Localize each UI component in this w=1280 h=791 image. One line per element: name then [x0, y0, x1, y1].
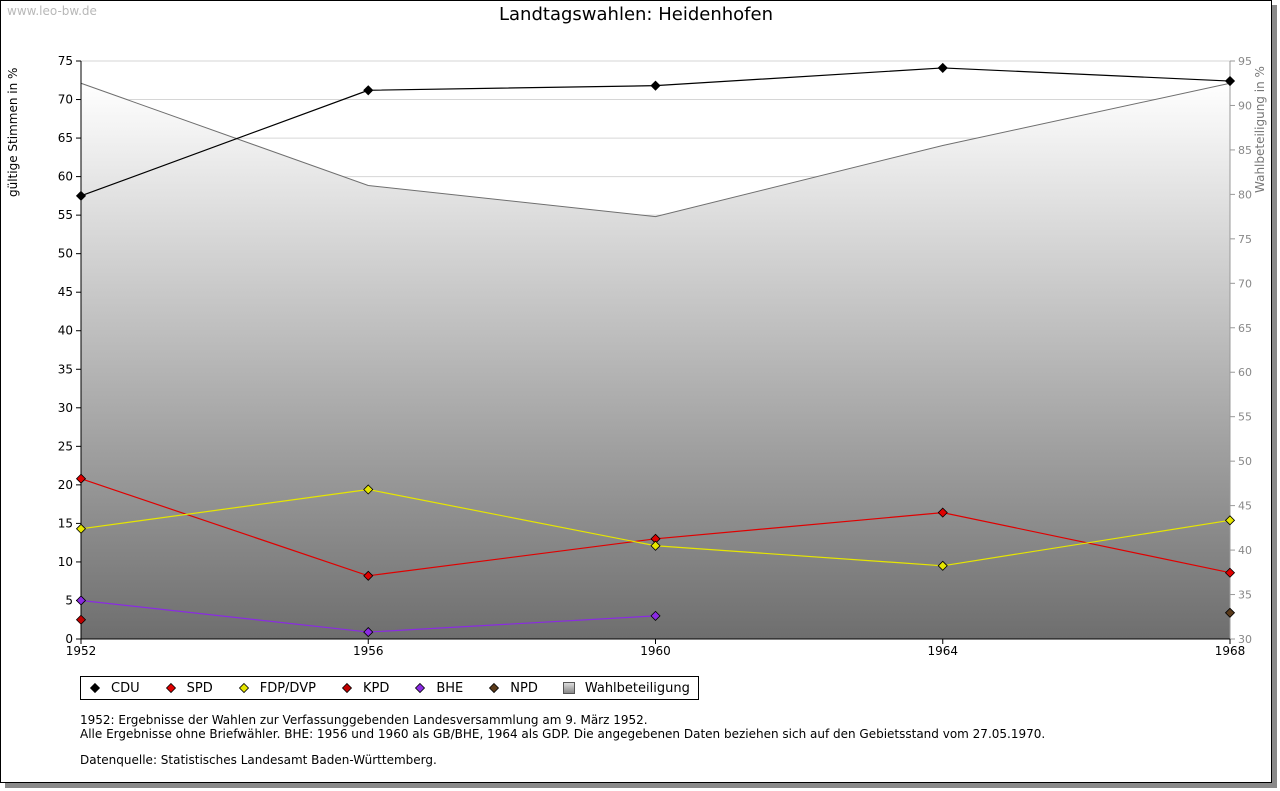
legend-item-cdu: CDU	[89, 681, 140, 696]
y-tick-label-right: 60	[1238, 366, 1252, 379]
y-tick-label-left: 40	[58, 324, 73, 338]
y-tick-label-left: 55	[58, 208, 73, 222]
legend-diamond-marker	[489, 682, 500, 694]
data-series	[75, 62, 1236, 638]
legend-diamond-marker	[89, 682, 101, 694]
data-point-cdu	[650, 80, 661, 91]
turnout-line	[80, 82, 1231, 218]
y-tick-label-left: 10	[58, 555, 73, 569]
x-tick-label: 1968	[1215, 644, 1246, 658]
data-point-fdp-dvp	[1224, 515, 1236, 526]
legend-label: SPD	[186, 680, 213, 696]
y-tick-label-right: 65	[1238, 322, 1252, 335]
legend-item-spd: SPD	[165, 681, 213, 696]
y-tick-label-right: 55	[1238, 411, 1252, 424]
series-spd	[75, 473, 1236, 581]
y-tick-label-left: 70	[58, 93, 73, 107]
y-tick-label-left: 25	[58, 439, 73, 453]
legend-item-bhe: BHE	[414, 681, 463, 696]
y-tick-label-left: 50	[58, 247, 73, 261]
x-tick-label: 1956	[353, 644, 384, 658]
y-tick-label-right: 35	[1238, 589, 1252, 602]
legend-box-marker	[562, 682, 575, 694]
data-point-kpd	[75, 614, 87, 625]
y-tick-label-right: 45	[1238, 500, 1252, 513]
legend-diamond-marker	[238, 682, 249, 694]
turnout-area	[80, 82, 1231, 639]
data-point-fdp-dvp	[650, 540, 661, 551]
y-tick-label-left: 15	[58, 516, 73, 530]
y-tick-label-right: 30	[1238, 633, 1252, 646]
data-point-fdp-dvp	[363, 484, 374, 495]
line-chart: 0 5 10 15 20 25 30 35 40 45 50 55 60 65 70 75 30 35 40 45 50…	[58, 54, 1252, 658]
data-point-fdp-dvp	[937, 560, 948, 571]
y-tick-label-right: 40	[1238, 544, 1252, 557]
data-point-cdu	[937, 62, 948, 74]
legend-label: CDU	[111, 680, 140, 696]
data-point-spd	[75, 473, 87, 484]
y-tick-label-right: 95	[1238, 55, 1252, 68]
footnote-2: Alle Ergebnisse ohne Briefwähler. BHE: 1…	[80, 727, 1046, 741]
legend-label: NPD	[510, 680, 538, 696]
legend-item-npd: NPD	[488, 681, 538, 696]
axes: 0 5 10 15 20 25 30 35 40 45 50 55 60 65 70 75 30 35 40 45 50…	[58, 54, 1252, 658]
legend-diamond-marker	[341, 682, 353, 694]
y-tick-label-left: 60	[58, 170, 73, 184]
data-point-cdu	[363, 85, 374, 96]
y-tick-label-left: 20	[58, 478, 73, 492]
y-tick-label-right: 50	[1238, 455, 1252, 468]
footnote-1: 1952: Ergebnisse der Wahlen zur Verfassu…	[80, 713, 648, 727]
data-point-spd	[1224, 567, 1236, 578]
legend-diamond-marker	[415, 682, 426, 694]
legend-label: Wahlbeteiligung	[584, 680, 690, 696]
y-tick-label-left: 75	[58, 54, 73, 68]
x-tick-label: 1960	[640, 644, 671, 658]
data-source: Datenquelle: Statistisches Landesamt Bad…	[80, 753, 437, 767]
data-point-cdu	[75, 190, 87, 201]
series-cdu	[75, 62, 1236, 201]
y-tick-label-left: 5	[65, 593, 73, 607]
y-tick-label-right: 70	[1238, 277, 1252, 290]
legend-label: BHE	[436, 680, 464, 696]
data-point-bhe	[363, 626, 374, 638]
legend: CDU SPD FDP/DVP KPD BHE NPD Wahlbeteiligung	[80, 676, 699, 700]
chart-title: Landtagswahlen: Heidenhofen	[499, 4, 773, 25]
y-tick-label-left: 35	[58, 362, 73, 376]
y-tick-label-left: 65	[58, 131, 73, 145]
series-npd	[1224, 607, 1236, 618]
data-point-cdu	[1224, 75, 1236, 87]
y-tick-label-left: 30	[58, 401, 73, 415]
legend-item-wahlbeteiligung: Wahlbeteiligung	[562, 680, 690, 696]
y-tick-label-right: 85	[1238, 144, 1252, 157]
turnout-area-fill	[81, 83, 1230, 639]
data-point-fdp-dvp	[75, 523, 87, 534]
legend-label: FDP/DVP	[259, 680, 316, 696]
data-point-bhe	[650, 610, 661, 621]
series-bhe	[75, 595, 661, 638]
data-point-spd	[937, 507, 948, 518]
legend-label: KPD	[362, 680, 390, 696]
y-tick-label-right: 80	[1238, 188, 1252, 201]
x-tick-label: 1964	[927, 644, 958, 658]
legend-item-kpd: KPD	[341, 681, 389, 696]
legend-item-fdp-dvp: FDP/DVP	[238, 681, 316, 696]
data-point-spd	[363, 570, 374, 581]
data-point-npd	[1224, 607, 1236, 618]
y-tick-label-right: 90	[1238, 99, 1252, 112]
y-tick-label-left: 0	[65, 632, 73, 646]
data-point-bhe	[75, 595, 87, 606]
y-tick-label-left: 45	[58, 285, 73, 299]
series-kpd	[75, 614, 87, 625]
x-tick-label: 1952	[66, 644, 97, 658]
legend-diamond-marker	[165, 682, 176, 694]
series-fdp-dvp	[75, 484, 1236, 571]
y-tick-label-right: 75	[1238, 233, 1252, 246]
watermark: www.leo-bw.de	[7, 4, 97, 18]
